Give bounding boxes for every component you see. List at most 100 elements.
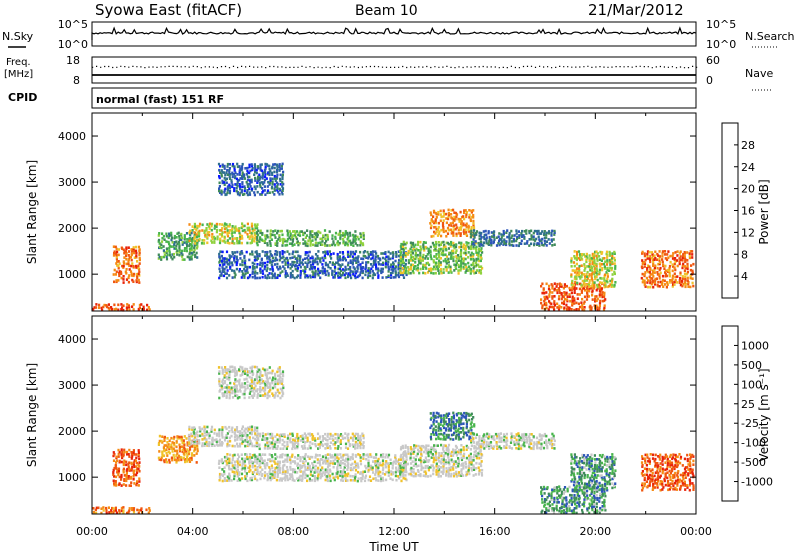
echo-cell: [580, 264, 583, 267]
echo-cell: [593, 258, 596, 262]
echo-cell: [521, 235, 524, 238]
echo-cell: [266, 257, 269, 260]
echo-cell: [356, 462, 359, 465]
echo-cell: [437, 213, 440, 216]
echo-cell: [467, 228, 470, 232]
echo-cell: [438, 259, 441, 262]
echo-cell: [271, 177, 274, 181]
echo-cell: [465, 211, 468, 214]
echo-cell: [253, 386, 256, 390]
echo-cell: [306, 436, 309, 440]
echo-cell: [218, 382, 221, 386]
echo-cell: [225, 434, 228, 437]
echo-cell: [571, 304, 574, 307]
echo-cell: [137, 266, 140, 270]
echo-cell: [218, 428, 221, 431]
echo-cell: [163, 238, 166, 241]
echo-cell: [356, 275, 359, 279]
echo-cell: [346, 479, 349, 482]
echo-cell: [401, 245, 405, 248]
echo-cell: [243, 434, 246, 437]
echo-cell: [437, 251, 440, 254]
echo-cell: [384, 464, 387, 467]
echo-cell: [397, 267, 400, 271]
echo-cell: [324, 263, 327, 267]
echo-cell: [344, 436, 347, 440]
echo-cell: [293, 456, 297, 459]
echo-cell: [181, 450, 184, 453]
echo-cell: [286, 261, 290, 264]
echo-cell: [449, 267, 452, 270]
echo-cell: [369, 453, 372, 456]
echo-cell: [442, 245, 445, 249]
echo-cell: [178, 253, 181, 257]
echo-cell: [502, 229, 505, 233]
echo-cell: [511, 240, 514, 243]
echo-cell: [221, 231, 224, 234]
echo-cell: [502, 232, 505, 235]
echo-cell: [264, 265, 267, 268]
echo-cell: [369, 468, 372, 471]
echo-cell: [165, 448, 168, 451]
echo-cell: [356, 464, 360, 467]
echo-cell: [319, 458, 322, 461]
echo-cell: [449, 257, 453, 260]
echo-cell: [341, 251, 344, 254]
echo-cell: [570, 308, 573, 311]
echo-cell: [429, 255, 432, 259]
echo-cell: [568, 308, 571, 311]
echo-cell: [390, 273, 393, 277]
echo-cell: [188, 239, 191, 242]
echo-cell: [308, 267, 311, 271]
echo-cell: [266, 242, 269, 245]
echo-cell: [679, 283, 682, 287]
echo-cell: [228, 425, 231, 429]
echo-cell: [299, 261, 302, 265]
echo-cell: [558, 304, 561, 308]
echo-cell: [281, 453, 284, 456]
echo-cell: [223, 455, 227, 459]
echo-cell: [193, 231, 196, 234]
echo-cell: [253, 191, 256, 194]
echo-cell: [605, 252, 608, 256]
echo-cell: [313, 235, 316, 239]
echo-cell: [679, 250, 682, 253]
echo-cell: [674, 251, 677, 254]
echo-cell: [548, 293, 551, 296]
echo-cell: [257, 368, 260, 371]
echo-cell: [584, 266, 587, 270]
freq-trace: [92, 65, 698, 76]
echo-cell: [560, 306, 563, 309]
echo-cell: [599, 276, 602, 280]
echo-cell: [611, 254, 614, 258]
echo-cell: [256, 179, 259, 183]
echo-cell: [178, 244, 181, 248]
echo-cell: [114, 482, 117, 485]
echo-cell: [276, 370, 279, 374]
echo-cell: [449, 245, 452, 248]
echo-cell: [550, 231, 553, 235]
echo-cell: [160, 255, 163, 259]
echo-cell: [275, 258, 279, 262]
echo-cell: [243, 254, 246, 258]
echo-cell: [292, 470, 295, 474]
echo-cell: [570, 291, 573, 295]
echo-cell: [124, 270, 127, 274]
echo-cell: [321, 458, 324, 461]
echo-cell: [282, 460, 285, 463]
echo-cell: [243, 429, 246, 433]
echo-cell: [286, 460, 289, 463]
echo-cell: [598, 306, 601, 310]
echo-cell: [264, 237, 267, 241]
echo-cell: [246, 440, 249, 443]
echo-cell: [387, 471, 390, 474]
echo-cell: [591, 260, 594, 264]
echo-cell: [188, 448, 192, 451]
echo-cell: [304, 274, 307, 277]
echo-cell: [117, 253, 120, 257]
echo-cell: [317, 443, 320, 446]
echo-cell: [244, 470, 247, 473]
echo-cell: [221, 436, 224, 439]
echo-cell: [324, 233, 327, 237]
echo-cell: [282, 255, 285, 259]
